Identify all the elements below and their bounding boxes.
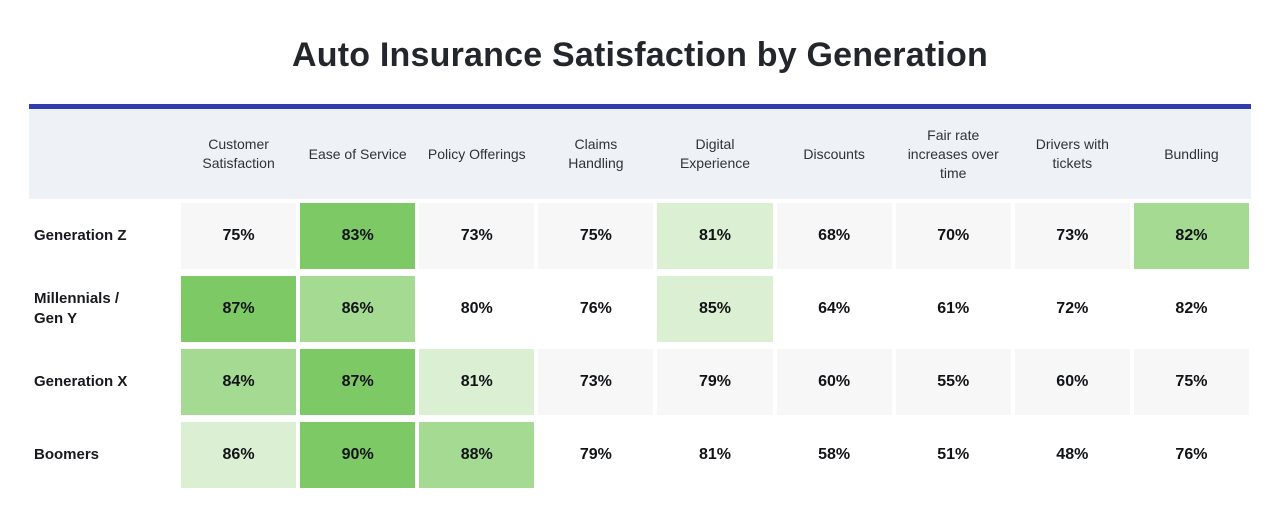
value-cell: 55% (895, 349, 1011, 415)
value-cell: 76% (1133, 422, 1249, 488)
value-cell: 72% (1014, 276, 1130, 342)
column-header-policy-offerings: Policy Offerings (427, 145, 526, 162)
value-cell: 73% (538, 349, 654, 415)
satisfaction-table: Customer Satisfaction Ease of Service Po… (29, 109, 1251, 491)
column-header-discounts: Discounts (803, 145, 865, 162)
value-cell: 87% (300, 349, 416, 415)
column-header-digital-experience: Digital Experience (679, 136, 751, 171)
value-cell: 87% (181, 276, 297, 342)
row-label: Boomers (34, 445, 100, 463)
value-cell: 51% (895, 422, 1011, 488)
row-label: Millennials / Gen Y (34, 289, 120, 327)
value-cell: 75% (1133, 349, 1249, 415)
column-header-bundling: Bundling (1164, 145, 1219, 162)
value-cell: 79% (657, 349, 773, 415)
header-corner-cell (29, 109, 179, 199)
column-header-ease-of-service: Ease of Service (308, 145, 407, 162)
value-cell: 64% (776, 276, 892, 342)
column-header-customer-satisfaction: Customer Satisfaction (202, 136, 275, 171)
value-cell: 73% (419, 203, 535, 269)
value-cell: 82% (1133, 203, 1249, 269)
value-cell: 81% (657, 422, 773, 488)
value-cell: 60% (1014, 349, 1130, 415)
value-cell: 75% (538, 203, 654, 269)
value-cell: 79% (538, 422, 654, 488)
value-cell: 88% (419, 422, 535, 488)
row-label: Generation X (34, 372, 128, 390)
value-cell: 68% (776, 203, 892, 269)
value-cell: 90% (300, 422, 416, 488)
row-label: Generation Z (34, 226, 127, 244)
value-cell: 48% (1014, 422, 1130, 488)
value-cell: 85% (657, 276, 773, 342)
page-title: Auto Insurance Satisfaction by Generatio… (292, 36, 988, 74)
column-header-drivers-with-tickets: Drivers with tickets (1035, 136, 1109, 171)
value-cell: 83% (300, 203, 416, 269)
value-cell: 80% (419, 276, 535, 342)
value-cell: 58% (776, 422, 892, 488)
value-cell: 84% (181, 349, 297, 415)
value-cell: 70% (895, 203, 1011, 269)
value-cell: 75% (181, 203, 297, 269)
value-cell: 81% (419, 349, 535, 415)
table-row-boomers: Boomers 86% 90% 88% 79% 81% 58% 51% 48% … (29, 418, 1251, 491)
value-cell: 76% (538, 276, 654, 342)
table-row-millennials-gen-y: Millennials / Gen Y 87% 86% 80% 76% 85% … (29, 272, 1251, 345)
value-cell: 86% (181, 422, 297, 488)
value-cell: 60% (776, 349, 892, 415)
column-header-fair-rate-increases: Fair rate increases over time (907, 126, 999, 181)
table-row-generation-z: Generation Z 75% 83% 73% 75% 81% 68% 70%… (29, 199, 1251, 272)
value-cell: 61% (895, 276, 1011, 342)
table-header-row: Customer Satisfaction Ease of Service Po… (29, 109, 1251, 199)
value-cell: 86% (300, 276, 416, 342)
value-cell: 82% (1133, 276, 1249, 342)
table-row-generation-x: Generation X 84% 87% 81% 73% 79% 60% 55%… (29, 345, 1251, 418)
value-cell: 81% (657, 203, 773, 269)
title-divider (29, 104, 1251, 109)
column-header-claims-handling: Claims Handling (568, 136, 624, 171)
value-cell: 73% (1014, 203, 1130, 269)
